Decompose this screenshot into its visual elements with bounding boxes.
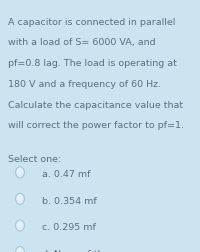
- Circle shape: [17, 222, 22, 228]
- Text: a. 0.47 mf: a. 0.47 mf: [42, 169, 90, 178]
- Circle shape: [17, 195, 22, 201]
- Text: pf=0.8 lag. The load is operating at: pf=0.8 lag. The load is operating at: [8, 59, 177, 68]
- Text: d. None of them: d. None of them: [42, 249, 119, 252]
- Text: 180 V and a frequency of 60 Hz.: 180 V and a frequency of 60 Hz.: [8, 80, 161, 89]
- Circle shape: [16, 246, 24, 252]
- Text: b. 0.354 mf: b. 0.354 mf: [42, 196, 97, 205]
- Circle shape: [17, 169, 22, 175]
- Circle shape: [16, 220, 24, 231]
- Text: will correct the power factor to pf=1.: will correct the power factor to pf=1.: [8, 121, 184, 130]
- Circle shape: [16, 194, 24, 205]
- Text: Select one:: Select one:: [8, 154, 61, 163]
- Text: Calculate the capacitance value that: Calculate the capacitance value that: [8, 100, 183, 109]
- Text: c. 0.295 mf: c. 0.295 mf: [42, 222, 96, 231]
- Text: A capacitor is connected in parallel: A capacitor is connected in parallel: [8, 18, 175, 27]
- Text: with a load of S= 6000 VA, and: with a load of S= 6000 VA, and: [8, 38, 156, 47]
- Circle shape: [16, 167, 24, 178]
- Circle shape: [17, 248, 22, 252]
